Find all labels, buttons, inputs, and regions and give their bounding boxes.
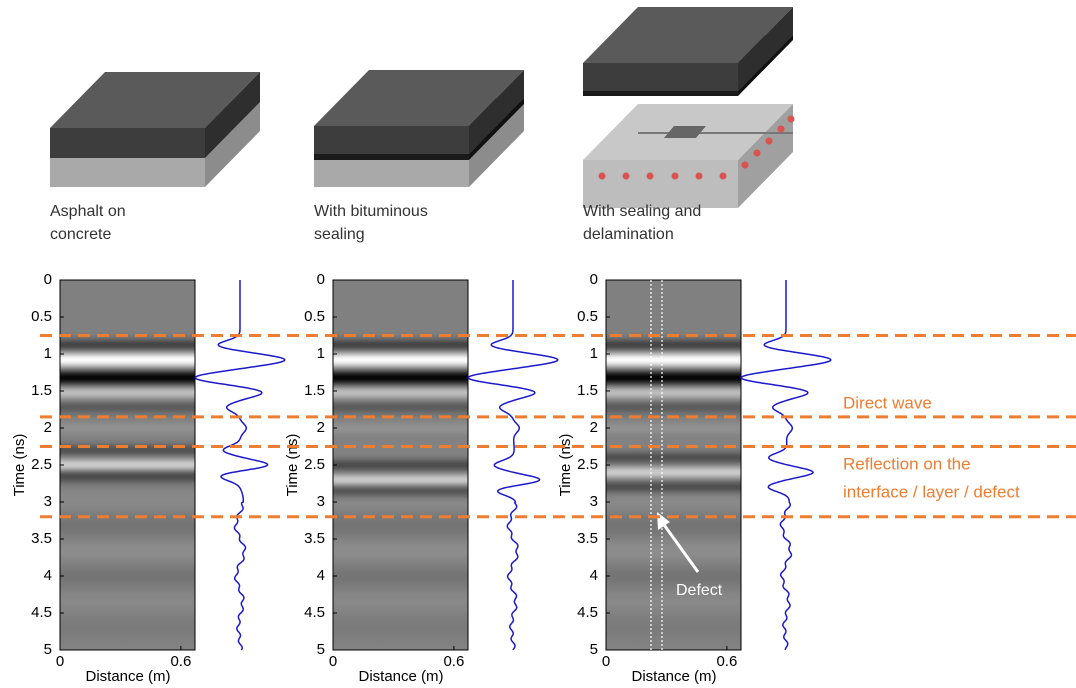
y-tick-label: 1.5 [577, 382, 598, 399]
concrete-side [469, 104, 524, 187]
y-tick-label: 2 [44, 419, 52, 436]
y-tick-label: 1.5 [31, 382, 52, 399]
y-tick-label: 0.5 [31, 308, 52, 325]
delamination [664, 126, 706, 138]
caption: With bituminous [314, 203, 428, 220]
rebar-dot [598, 172, 606, 180]
annotation: interface / layer / defect [843, 482, 1020, 501]
caption: delamination [583, 226, 674, 243]
y-tick-label: 0.5 [304, 308, 325, 325]
y-tick-label: 5 [590, 641, 598, 658]
y-tick-label: 2 [317, 419, 325, 436]
trace [194, 280, 286, 651]
y-tick-label: 1 [44, 345, 52, 362]
x-axis-label: Distance (m) [358, 668, 443, 685]
x-tick-label: 0.6 [170, 653, 191, 670]
concrete-side [205, 102, 260, 187]
y-axis-label: Time (ns) [557, 434, 574, 497]
annotation: Direct wave [843, 393, 932, 412]
y-tick-label: 4 [590, 567, 598, 584]
y-tick-label: 3 [590, 493, 598, 510]
rebar-dot [671, 172, 679, 180]
caption: concrete [50, 226, 111, 243]
x-axis-label: Distance (m) [85, 668, 170, 685]
defect-arrowhead [657, 512, 670, 530]
rebar-dot [646, 172, 654, 180]
defect-arrow [660, 521, 700, 573]
x-tick-label: 0 [56, 653, 64, 670]
y-tick-label: 1.5 [304, 382, 325, 399]
y-tick-label: 2.5 [577, 456, 598, 473]
caption: Asphalt on [50, 203, 126, 220]
x-tick-label: 0 [602, 653, 610, 670]
y-tick-label: 5 [44, 641, 52, 658]
x-tick-label: 0.6 [443, 653, 464, 670]
asphalt-side [469, 70, 524, 154]
rebar-dot [695, 172, 703, 180]
sealing-side [738, 35, 793, 96]
y-tick-label: 5 [317, 641, 325, 658]
asphalt-side [205, 72, 260, 158]
y-tick-label: 0 [590, 271, 598, 288]
y-tick-label: 3 [317, 493, 325, 510]
radargram [606, 280, 741, 650]
caption: With sealing and [583, 203, 701, 220]
asphalt-top [314, 70, 524, 126]
rebar-dot [719, 172, 727, 180]
x-axis-label: Distance (m) [631, 668, 716, 685]
defect-label: Defect [676, 582, 723, 599]
y-tick-label: 4.5 [577, 604, 598, 621]
y-tick-label: 4 [44, 567, 52, 584]
asphalt-side [738, 7, 793, 91]
concrete-front [583, 160, 738, 208]
radargram [333, 280, 468, 650]
y-tick-label: 4 [317, 567, 325, 584]
rebar-dot [777, 125, 785, 133]
y-axis-label: Time (ns) [11, 434, 28, 497]
y-tick-label: 2 [590, 419, 598, 436]
y-tick-label: 4.5 [304, 604, 325, 621]
sealing-side [469, 98, 524, 160]
trace [740, 280, 832, 651]
y-tick-label: 0 [317, 271, 325, 288]
y-tick-label: 3.5 [577, 530, 598, 547]
rebar-dot [765, 137, 773, 145]
x-tick-label: 0 [329, 653, 337, 670]
caption: sealing [314, 226, 365, 243]
sealing-front [314, 154, 469, 160]
x-tick-label: 0.6 [716, 653, 737, 670]
y-tick-label: 3 [44, 493, 52, 510]
sealing-front [583, 91, 738, 96]
y-tick-label: 2.5 [31, 456, 52, 473]
trace [467, 280, 559, 651]
asphalt-top [50, 72, 260, 128]
y-tick-label: 2.5 [304, 456, 325, 473]
concrete-front [50, 158, 205, 187]
y-tick-label: 0.5 [577, 308, 598, 325]
rebar-dot [622, 172, 630, 180]
concrete-front [314, 160, 469, 187]
rebar-dot [741, 161, 749, 169]
y-tick-label: 3.5 [304, 530, 325, 547]
rebar-dot [753, 149, 761, 157]
y-axis-label: Time (ns) [284, 434, 301, 497]
y-tick-label: 1 [317, 345, 325, 362]
rebar-dot [787, 115, 795, 123]
y-tick-label: 1 [590, 345, 598, 362]
asphalt-top [583, 7, 793, 63]
y-tick-label: 3.5 [31, 530, 52, 547]
y-tick-label: 4.5 [31, 604, 52, 621]
y-tick-label: 0 [44, 271, 52, 288]
asphalt-front [314, 126, 469, 154]
radargram [60, 280, 195, 650]
asphalt-front [583, 63, 738, 91]
asphalt-front [50, 128, 205, 158]
annotation: Reflection on the [843, 454, 971, 473]
